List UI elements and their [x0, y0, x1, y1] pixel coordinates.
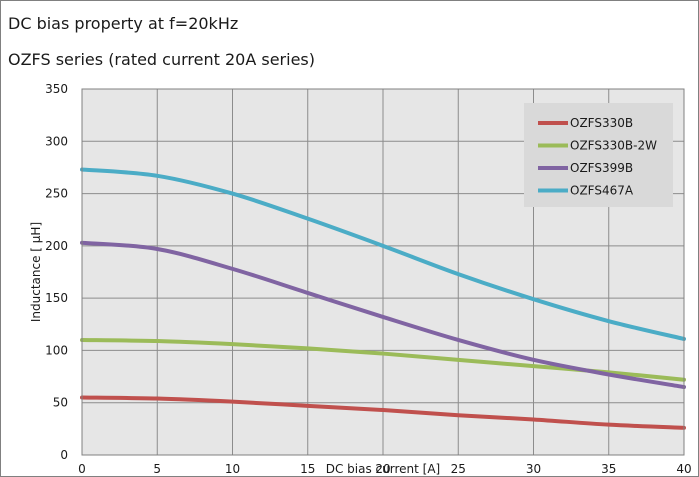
legend-label: OZFS399B	[570, 161, 633, 175]
x-tick-label: 10	[225, 462, 240, 476]
series-line-ozfs330b	[80, 395, 686, 430]
legend-label: OZFS330B	[570, 116, 633, 130]
y-tick-label: 350	[45, 82, 68, 96]
x-tick-labels: 0 5 10 15 20 25 30 35 40	[78, 462, 691, 476]
plot-border	[81, 88, 685, 456]
y-tick-label: 100	[45, 343, 68, 357]
y-tick-label: 150	[45, 291, 68, 305]
legend-label: OZFS330B-2W	[570, 139, 657, 153]
grid-lines	[82, 89, 684, 455]
x-tick-label: 25	[451, 462, 466, 476]
y-tick-label: 300	[45, 134, 68, 148]
y-tick-labels: 0 50 100 150 200 250 300 350	[45, 82, 68, 462]
y-tick-label: 250	[45, 187, 68, 201]
x-tick-label: 0	[78, 462, 86, 476]
x-tick-label: 15	[300, 462, 315, 476]
legend: OZFS330B OZFS330B-2W OZFS399B OZFS467A	[524, 103, 673, 207]
series-lines	[80, 167, 686, 430]
y-tick-label: 200	[45, 239, 68, 253]
x-tick-label: 20	[375, 462, 390, 476]
series-line-ozfs467a	[80, 167, 686, 341]
legend-label: OZFS467A	[570, 184, 634, 198]
x-tick-label: 35	[601, 462, 616, 476]
x-tick-label: 40	[676, 462, 691, 476]
x-axis-label: DC bias current [A]	[326, 462, 440, 476]
series-line-ozfs399b	[80, 240, 686, 390]
y-axis-label: Inductance [ μH]	[29, 222, 43, 322]
x-tick-label: 30	[526, 462, 541, 476]
y-tick-label: 50	[53, 396, 68, 410]
y-tick-label: 0	[60, 448, 68, 462]
chart-subtitle: OZFS series (rated current 20A series)	[8, 50, 315, 69]
chart-title: DC bias property at f=20kHz	[8, 14, 239, 33]
x-tick-label: 5	[153, 462, 161, 476]
